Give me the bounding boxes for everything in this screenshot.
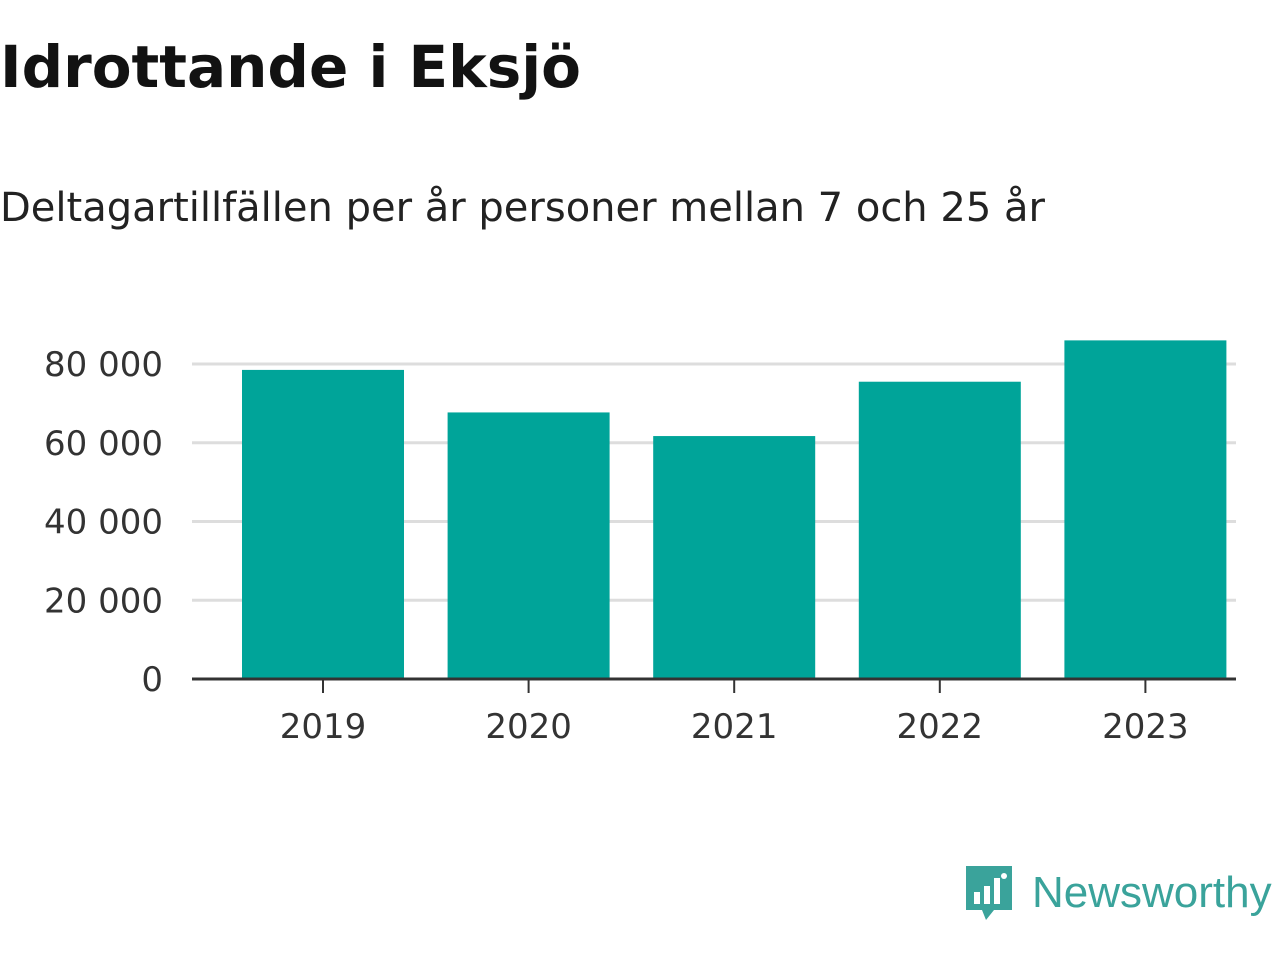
- newsworthy-logo-text: Newsworthy: [1032, 868, 1272, 917]
- bars: [242, 340, 1227, 679]
- y-tick-label: 0: [141, 660, 163, 700]
- y-tick-label: 80 000: [44, 345, 163, 385]
- newsworthy-logo: Newsworthy: [962, 862, 1272, 924]
- y-tick-label: 20 000: [44, 581, 163, 621]
- y-axis-ticks: 0 20 000 40 000 60 000 80 000: [44, 345, 163, 700]
- bar-2019: [242, 369, 404, 679]
- x-tick-label: 2022: [897, 707, 984, 747]
- bar-2023: [1064, 340, 1227, 679]
- newsworthy-logo-icon: [966, 866, 1012, 920]
- x-tick-label: 2020: [485, 707, 572, 747]
- bar-2022: [858, 381, 1021, 679]
- y-tick-label: 40 000: [44, 503, 163, 543]
- x-tick-label: 2023: [1102, 707, 1189, 747]
- bar-2021: [653, 436, 816, 679]
- chart-title: Idrottande i Eksjö: [0, 33, 581, 101]
- x-tick-label: 2021: [691, 707, 778, 747]
- x-axis: 2019 2020 2021 2022 2023: [192, 677, 1236, 747]
- chart-subtitle: Deltagartillfällen per år personer mella…: [0, 185, 1045, 231]
- x-tick-label: 2019: [280, 707, 367, 747]
- y-tick-label: 60 000: [44, 424, 163, 464]
- bar-2020: [447, 412, 610, 679]
